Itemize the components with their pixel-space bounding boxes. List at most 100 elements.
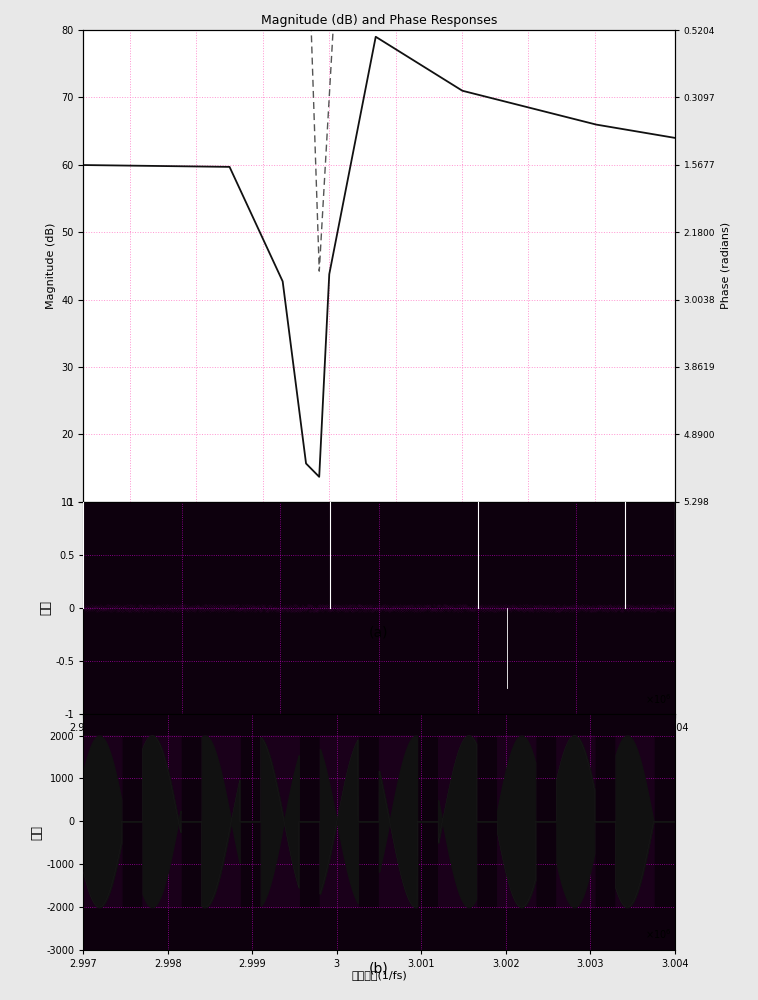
Point — [415, 597, 427, 613]
Point — [656, 597, 668, 613]
Point — [635, 602, 647, 618]
Point — [453, 597, 465, 613]
Point — [402, 598, 414, 614]
Point — [167, 599, 179, 615]
Point — [593, 597, 605, 613]
Point — [226, 598, 238, 614]
Point — [267, 600, 279, 616]
Point — [581, 598, 594, 614]
Point — [644, 600, 656, 616]
Point — [650, 599, 662, 615]
Point — [327, 597, 340, 613]
Point — [205, 601, 218, 617]
Point — [147, 602, 159, 618]
Point — [289, 603, 301, 619]
Point — [656, 599, 669, 615]
Point — [194, 602, 206, 618]
Point — [512, 602, 524, 618]
Point — [415, 601, 428, 617]
Point — [352, 603, 364, 619]
Point — [246, 599, 258, 615]
Point — [227, 600, 240, 616]
Point — [233, 602, 245, 618]
Point — [418, 600, 430, 616]
Point — [645, 602, 657, 618]
Point — [114, 599, 127, 615]
Point — [106, 598, 118, 614]
Point — [623, 598, 635, 614]
Point — [177, 601, 190, 617]
Point — [613, 599, 625, 615]
Point — [388, 600, 400, 616]
Point — [359, 598, 371, 614]
Point — [584, 599, 596, 615]
Point — [500, 597, 512, 613]
Point — [88, 600, 100, 616]
Point — [597, 599, 609, 615]
Point — [95, 599, 107, 615]
X-axis label: 采样点数(1/fs): 采样点数(1/fs) — [351, 735, 407, 745]
Point — [439, 600, 451, 616]
Point — [283, 601, 296, 617]
Point — [301, 600, 313, 616]
Point — [259, 600, 271, 616]
Point — [537, 601, 550, 617]
Point — [312, 601, 324, 617]
Point — [101, 597, 113, 613]
Point — [224, 599, 236, 615]
Point — [272, 601, 284, 617]
Point — [318, 601, 330, 617]
Point — [167, 601, 179, 617]
Point — [650, 601, 662, 617]
Point — [610, 602, 622, 618]
Point — [186, 598, 199, 614]
Point — [317, 598, 329, 614]
Point — [572, 599, 584, 615]
Point — [534, 597, 547, 613]
Point — [323, 599, 335, 615]
Point — [205, 602, 218, 618]
Point — [548, 599, 560, 615]
Point — [102, 601, 114, 617]
Point — [148, 599, 160, 615]
Point — [356, 599, 368, 615]
Point — [443, 598, 456, 614]
Point — [150, 599, 162, 615]
Point — [417, 599, 429, 615]
Point — [93, 599, 105, 615]
Point — [283, 597, 296, 613]
Point — [381, 599, 393, 615]
Point — [538, 602, 550, 618]
Point — [600, 600, 612, 616]
Point — [411, 601, 423, 617]
Point — [130, 601, 142, 617]
Point — [425, 603, 437, 619]
Point — [626, 599, 638, 615]
Point — [625, 602, 637, 618]
Point — [503, 598, 515, 614]
Point — [356, 603, 368, 619]
Point — [134, 599, 146, 615]
Point — [403, 598, 415, 614]
Point — [469, 601, 481, 617]
Point — [397, 599, 409, 615]
Point — [377, 599, 389, 615]
Point — [300, 601, 312, 617]
Point — [481, 600, 493, 616]
Point — [662, 601, 674, 617]
Point — [138, 602, 150, 618]
Point — [163, 597, 175, 613]
Point — [317, 602, 329, 618]
Point — [543, 603, 555, 619]
Point — [475, 600, 487, 616]
Point — [503, 598, 515, 614]
Point — [638, 599, 650, 615]
Point — [342, 599, 354, 615]
Point — [370, 601, 382, 617]
Point — [405, 602, 417, 618]
Point — [663, 599, 675, 615]
Point — [384, 601, 396, 617]
Point — [357, 602, 369, 618]
Point — [471, 602, 483, 618]
Point — [547, 600, 559, 616]
